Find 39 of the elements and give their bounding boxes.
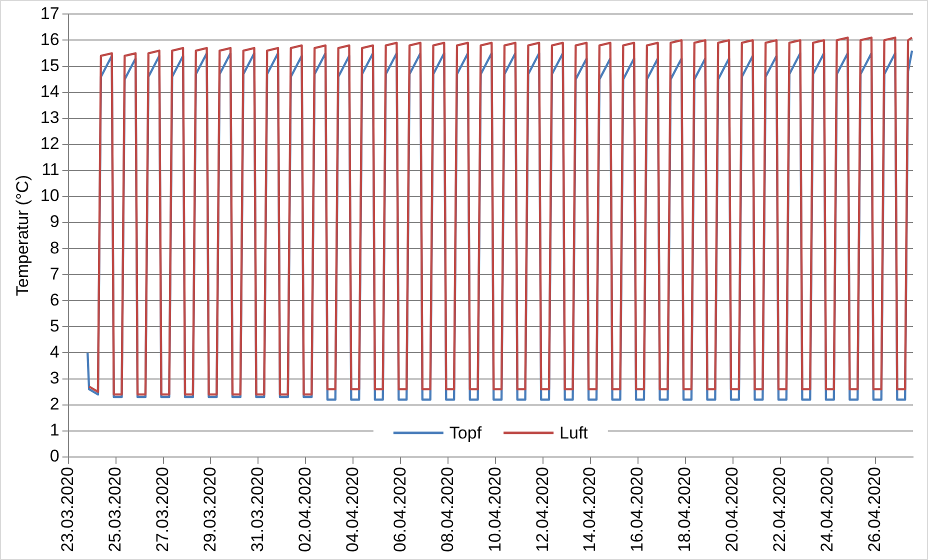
legend-label: Luft: [560, 424, 588, 443]
x-tick-label: 14.04.2020: [580, 466, 600, 552]
y-tick-label: 15: [40, 56, 60, 75]
y-axis-title: Temperatur (°C): [12, 175, 32, 296]
y-tick-label: 12: [40, 134, 60, 154]
y-tick-label: 0: [50, 446, 60, 466]
y-tick-label: 3: [50, 368, 60, 388]
y-tick-label: 14: [40, 82, 60, 102]
x-tick-label: 16.04.2020: [628, 466, 647, 552]
x-tick-label: 18.04.2020: [675, 466, 694, 552]
y-tick-label: 17: [40, 4, 60, 23]
x-tick-label: 24.04.2020: [818, 466, 837, 552]
x-tick-label: 29.03.2020: [200, 466, 220, 552]
y-tick-label: 10: [40, 186, 60, 206]
y-tick-label: 9: [50, 212, 60, 232]
y-tick-label: 16: [40, 30, 60, 49]
x-tick-label: 25.03.2020: [105, 466, 124, 552]
legend-label: Topf: [449, 424, 482, 443]
x-tick-label: 27.03.2020: [152, 466, 172, 552]
y-tick-label: 8: [50, 238, 60, 258]
x-tick-label: 08.04.2020: [438, 466, 457, 552]
y-tick-label: 13: [40, 108, 60, 128]
x-tick-label: 22.04.2020: [770, 466, 790, 552]
x-tick-label: 20.04.2020: [722, 466, 742, 552]
x-tick-label: 10.04.2020: [485, 466, 504, 552]
y-tick-label: 6: [50, 290, 60, 310]
y-tick-label: 7: [50, 264, 60, 284]
y-tick-label: 1: [50, 420, 60, 440]
x-tick-label: 12.04.2020: [532, 466, 552, 552]
x-tick-label: 04.04.2020: [342, 466, 362, 552]
y-tick-label: 11: [42, 160, 60, 180]
y-tick-label: 2: [50, 394, 60, 414]
x-tick-label: 02.04.2020: [295, 466, 314, 552]
x-tick-label: 26.04.2020: [865, 466, 884, 552]
x-tick-label: 06.04.2020: [390, 466, 410, 552]
y-tick-label: 4: [50, 342, 60, 362]
y-tick-label: 5: [50, 316, 60, 336]
x-tick-label: 31.03.2020: [248, 466, 267, 552]
x-tick-label: 23.03.2020: [58, 466, 77, 552]
